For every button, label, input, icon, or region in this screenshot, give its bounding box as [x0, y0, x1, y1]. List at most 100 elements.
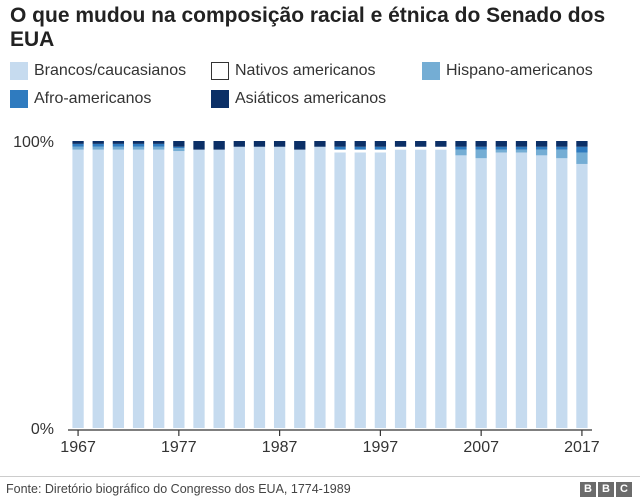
bar-segment [334, 141, 346, 147]
bar-segment [475, 146, 487, 150]
bar-segment [495, 146, 507, 150]
x-tick-label: 2017 [564, 439, 600, 456]
bar-segment [132, 143, 145, 147]
bar-segment [556, 141, 568, 147]
bar-segment [535, 149, 548, 156]
bbc-logo-letter: B [580, 482, 596, 497]
bar-segment [92, 146, 104, 150]
bbc-logo-letter: C [616, 482, 632, 497]
x-tick-label: 1967 [60, 439, 96, 456]
bar-segment [475, 158, 487, 428]
bar-segment [374, 149, 387, 153]
bar-segment [435, 149, 447, 429]
legend-label-hispano: Hispano-americanos [446, 62, 593, 79]
bar-segment [334, 149, 346, 153]
legend-swatch-brancos [10, 62, 28, 80]
stacked-bar-chart: 100% 0% 1967 1977 1987 1997 2007 2017 [13, 134, 600, 456]
bar-segment [394, 146, 407, 150]
bar-segment [394, 149, 407, 429]
bar-segment [354, 152, 366, 429]
bar-segment [314, 146, 326, 429]
bar-segment [314, 141, 326, 147]
bar-segment [374, 152, 387, 429]
bar-segment [273, 141, 286, 147]
bar-segment [112, 149, 125, 429]
bar-segment [556, 149, 568, 159]
legend-label-brancos: Brancos/caucasianos [34, 62, 187, 79]
bar-segment [556, 158, 568, 428]
bar-segment [495, 152, 507, 429]
bar-segment [374, 146, 387, 150]
x-tick-label: 1987 [262, 439, 298, 456]
legend-item-hispano: Hispano-americanos [422, 62, 593, 80]
bar-segment [556, 146, 568, 150]
bar-segment [193, 141, 205, 150]
bar-segment [132, 141, 145, 144]
bar-segment [334, 152, 346, 429]
bar-segment [233, 146, 245, 429]
bar-segment [213, 141, 225, 150]
bar-segment [576, 146, 588, 153]
bar-segment [455, 146, 467, 150]
bbc-logo: B B C [580, 482, 632, 497]
legend-swatch-nativos [211, 62, 229, 80]
legend-swatch-asiaticos [211, 90, 229, 108]
bar-segment [354, 141, 366, 147]
legend-swatch-hispano [422, 62, 440, 80]
bar-segment [253, 141, 266, 147]
bar-segment [132, 149, 145, 429]
bar-segment [153, 143, 165, 147]
bar-segment [72, 146, 84, 150]
bar-segment [173, 146, 185, 149]
bar-segment [153, 146, 165, 150]
bar-segment [455, 155, 467, 428]
x-tick-label: 2007 [463, 439, 499, 456]
bar-segment [535, 155, 548, 428]
bbc-logo-letter: B [598, 482, 614, 497]
footer: Fonte: Diretório biográfico do Congresso… [0, 476, 640, 500]
bar-segment [112, 141, 125, 144]
bar-segment [72, 149, 84, 429]
bar-segment [415, 141, 427, 147]
bar-segment [455, 141, 467, 147]
bar-segment [515, 149, 528, 153]
bar-segment [112, 143, 125, 147]
bar-segment [535, 141, 548, 147]
bar-segment [475, 141, 487, 147]
bar-segment [435, 146, 447, 150]
bar-segment [576, 141, 588, 147]
bar-segment [515, 146, 528, 150]
legend: Brancos/caucasianos Nativos americanos H… [10, 62, 630, 114]
legend-item-afro: Afro-americanos [10, 90, 151, 108]
bar-segment [495, 141, 507, 147]
legend-label-asiaticos: Asiáticos americanos [235, 90, 387, 107]
bar-segment [72, 143, 84, 147]
bar-segment [535, 146, 548, 150]
bar-segment [112, 146, 125, 150]
bar-segment [253, 146, 266, 429]
bar-segment [576, 152, 588, 164]
bar-segment [354, 146, 366, 150]
legend-label-afro: Afro-americanos [34, 90, 152, 107]
legend-item-nativos: Nativos americanos [211, 62, 376, 80]
bar-segment [233, 141, 245, 147]
bar-segment [72, 141, 84, 144]
bar-segment [354, 149, 366, 153]
bar-segment [132, 146, 145, 150]
legend-item-asiaticos: Asiáticos americanos [211, 90, 386, 108]
bar-segment [515, 152, 528, 429]
source-note: Fonte: Diretório biográfico do Congresso… [6, 482, 351, 496]
bar-segment [273, 146, 286, 429]
bar-segment [495, 149, 507, 153]
bar-segment [334, 146, 346, 150]
bar-segment [394, 141, 407, 147]
bar-segment [435, 141, 447, 147]
bar-segment [415, 149, 427, 429]
legend-label-nativos: Nativos americanos [235, 62, 376, 79]
bar-segment [92, 141, 104, 144]
bar-segment [294, 141, 306, 150]
y-tick-label: 0% [31, 421, 54, 438]
bar-segment [294, 149, 306, 429]
bar-segment [92, 143, 104, 147]
legend-item-brancos: Brancos/caucasianos [10, 62, 186, 80]
